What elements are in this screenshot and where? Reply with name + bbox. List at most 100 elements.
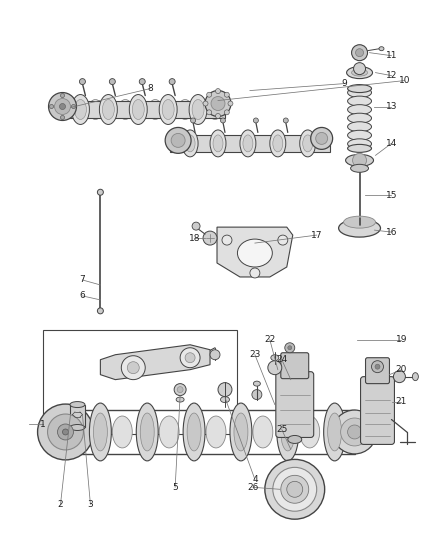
Ellipse shape <box>187 413 201 451</box>
Ellipse shape <box>192 100 204 119</box>
Text: 7: 7 <box>80 276 85 285</box>
Ellipse shape <box>159 416 179 448</box>
Ellipse shape <box>277 403 299 461</box>
Text: 5: 5 <box>172 483 178 492</box>
Ellipse shape <box>254 381 260 386</box>
Text: 26: 26 <box>247 483 258 492</box>
Circle shape <box>60 94 64 98</box>
Ellipse shape <box>328 413 342 451</box>
Ellipse shape <box>339 219 381 237</box>
Ellipse shape <box>348 144 371 152</box>
Polygon shape <box>56 101 225 118</box>
Circle shape <box>203 231 217 245</box>
Ellipse shape <box>303 135 313 152</box>
Text: 6: 6 <box>80 292 85 301</box>
Text: 11: 11 <box>386 51 397 60</box>
Circle shape <box>180 348 200 368</box>
Ellipse shape <box>129 94 147 124</box>
Circle shape <box>393 370 406 383</box>
Ellipse shape <box>140 413 154 451</box>
Circle shape <box>288 346 292 350</box>
Circle shape <box>54 99 71 115</box>
Text: 18: 18 <box>189 233 201 243</box>
Ellipse shape <box>348 96 371 106</box>
Circle shape <box>311 127 332 149</box>
Ellipse shape <box>343 216 375 228</box>
Polygon shape <box>71 405 85 427</box>
Ellipse shape <box>93 413 107 451</box>
Ellipse shape <box>270 130 286 157</box>
Circle shape <box>356 49 364 56</box>
Circle shape <box>224 92 230 97</box>
Circle shape <box>203 101 208 106</box>
Text: 12: 12 <box>386 71 397 80</box>
Ellipse shape <box>74 100 86 119</box>
Ellipse shape <box>183 403 205 461</box>
Circle shape <box>171 133 185 148</box>
Ellipse shape <box>102 100 114 119</box>
Circle shape <box>278 235 288 245</box>
Circle shape <box>283 118 288 123</box>
Circle shape <box>57 424 74 440</box>
Circle shape <box>165 127 191 154</box>
Text: 24: 24 <box>276 355 287 364</box>
Ellipse shape <box>208 100 222 119</box>
Ellipse shape <box>159 94 177 124</box>
Ellipse shape <box>70 424 85 431</box>
Circle shape <box>191 118 196 123</box>
Circle shape <box>207 110 212 115</box>
Circle shape <box>316 132 328 144</box>
Ellipse shape <box>118 100 132 119</box>
Ellipse shape <box>253 416 273 448</box>
Ellipse shape <box>148 100 162 119</box>
Ellipse shape <box>271 355 279 361</box>
Circle shape <box>254 118 258 123</box>
Circle shape <box>268 361 282 375</box>
Ellipse shape <box>136 403 158 461</box>
Ellipse shape <box>379 47 384 51</box>
Circle shape <box>63 429 68 435</box>
Ellipse shape <box>237 239 272 267</box>
Ellipse shape <box>243 135 253 152</box>
Text: 19: 19 <box>396 335 407 344</box>
Ellipse shape <box>348 122 371 132</box>
Ellipse shape <box>210 130 226 157</box>
Circle shape <box>110 78 115 85</box>
Circle shape <box>97 308 103 314</box>
Circle shape <box>121 356 145 379</box>
Circle shape <box>224 110 230 115</box>
Text: 4: 4 <box>252 475 258 484</box>
Ellipse shape <box>88 100 102 119</box>
Ellipse shape <box>300 416 320 448</box>
Circle shape <box>218 383 232 397</box>
Circle shape <box>71 104 75 109</box>
Text: 8: 8 <box>147 84 153 93</box>
Ellipse shape <box>350 164 368 172</box>
Text: 23: 23 <box>249 350 261 359</box>
Circle shape <box>287 481 303 497</box>
Text: 20: 20 <box>396 365 407 374</box>
Circle shape <box>177 386 183 393</box>
Circle shape <box>222 235 232 245</box>
Ellipse shape <box>185 135 195 152</box>
Text: 13: 13 <box>386 102 397 111</box>
Circle shape <box>215 114 220 118</box>
Ellipse shape <box>348 104 371 115</box>
Circle shape <box>353 154 367 167</box>
Circle shape <box>205 91 231 117</box>
Ellipse shape <box>189 94 207 124</box>
Ellipse shape <box>348 85 371 93</box>
Ellipse shape <box>132 100 144 119</box>
Circle shape <box>371 361 384 373</box>
Ellipse shape <box>70 401 85 408</box>
Ellipse shape <box>240 130 256 157</box>
Circle shape <box>60 103 66 109</box>
Ellipse shape <box>213 135 223 152</box>
Bar <box>42 330 237 434</box>
Circle shape <box>353 63 366 75</box>
Text: 25: 25 <box>276 425 287 434</box>
Text: 14: 14 <box>386 139 397 148</box>
Circle shape <box>215 88 220 94</box>
Text: 17: 17 <box>311 231 322 240</box>
Circle shape <box>250 268 260 278</box>
